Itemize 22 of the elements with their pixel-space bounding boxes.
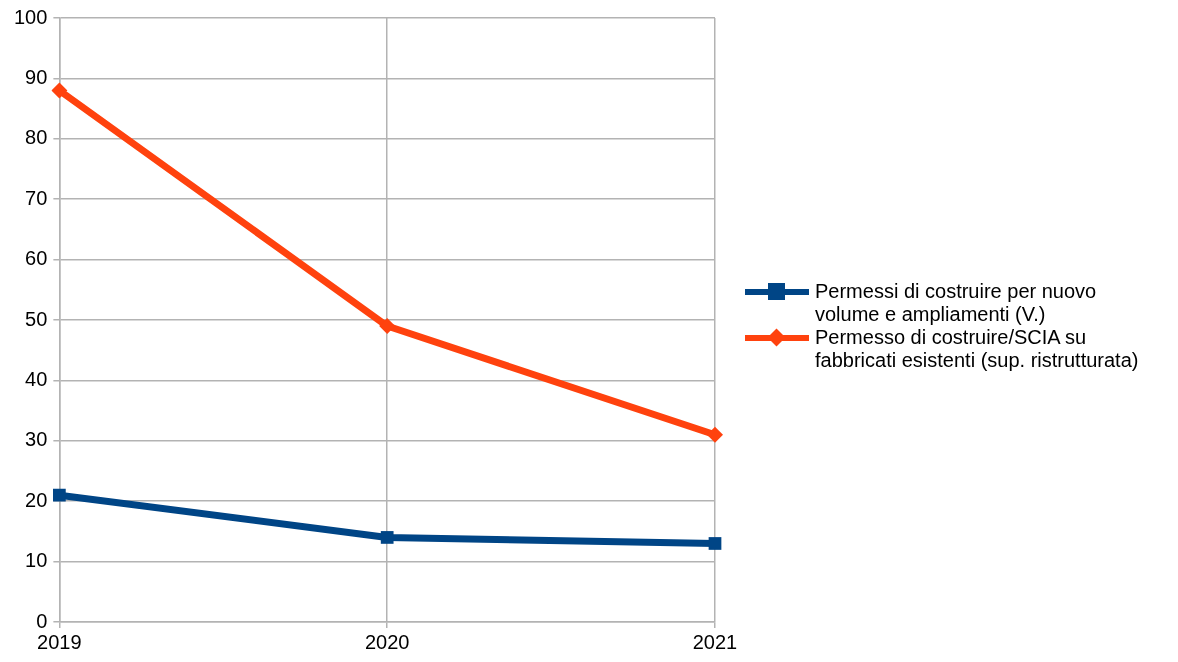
- legend-label: Permessi di costruire per nuovo volume e ampliamenti (V.): [815, 280, 1098, 326]
- point: [51, 82, 68, 99]
- y-tick-label: 70: [25, 186, 48, 209]
- point: [380, 531, 394, 544]
- y-tick-label: 100: [13, 5, 48, 28]
- x-tick-label: 2020: [364, 630, 410, 653]
- y-tick-label: 90: [25, 65, 48, 88]
- y-tick-label: 0: [36, 609, 48, 632]
- y-tick-label: 60: [25, 247, 48, 270]
- y-tick-label: 30: [25, 428, 48, 451]
- point: [707, 426, 723, 443]
- y-tick-label: 10: [25, 549, 48, 572]
- y-tick-label: 20: [25, 488, 48, 511]
- y-tick-label: 80: [25, 126, 48, 149]
- y-tick-label: 40: [25, 367, 48, 390]
- point: [708, 537, 722, 550]
- x-tick-label: 2021: [692, 630, 738, 653]
- point: [53, 488, 66, 502]
- y-tick-label: 50: [25, 307, 48, 330]
- x-tick-label: 2019: [37, 630, 82, 653]
- point: [379, 318, 396, 335]
- legend-label: Permesso di costruire/SCIA su fabbricati esistenti (sup. ristrutturata): [815, 326, 1140, 372]
